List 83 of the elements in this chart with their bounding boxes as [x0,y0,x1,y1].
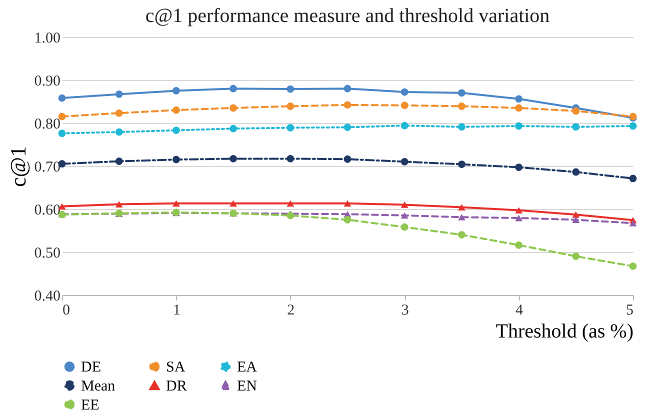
x-tick-label: 0 [62,302,70,318]
point [230,84,238,92]
point [400,158,408,166]
point [515,241,523,249]
point [344,101,352,109]
x-tick-label: 5 [626,302,634,318]
point [629,262,637,270]
point [458,102,466,110]
point [572,107,580,115]
point [400,88,408,96]
point [572,252,580,260]
point [400,122,408,130]
point [515,122,523,130]
point [230,200,238,207]
point [286,200,294,207]
point [458,89,466,97]
legend-label: EE [81,398,100,414]
legend-label: DE [81,360,101,376]
y-tick-label: 0.90 [34,74,60,90]
point [629,220,637,226]
y-axis-title: c@1 [5,146,30,188]
point [458,123,466,131]
y-tick-label: 0.80 [34,116,60,132]
point [515,104,523,112]
point [115,158,123,165]
point [572,123,580,131]
point [58,94,66,102]
legend-label: SA [166,360,186,376]
point [230,124,238,132]
point [58,112,66,120]
legend-label: EA [237,360,258,376]
point [458,231,466,238]
point [572,216,580,223]
point [458,204,466,210]
y-tick-label: 0.40 [34,288,60,304]
legend-label: Mean [81,378,116,394]
point [572,168,580,176]
y-tick-label: 1.00 [34,30,60,46]
point [400,102,408,110]
point [629,174,637,182]
point [115,128,123,136]
point [172,156,180,164]
point [286,85,294,93]
point [515,214,523,222]
point [400,223,408,231]
point [458,214,466,220]
x-tick-label: 4 [516,302,524,318]
x-tick-label: 3 [401,302,409,318]
point [172,87,180,94]
point [286,212,294,220]
point [515,95,523,103]
y-tick-label: 0.60 [34,202,60,218]
point [286,124,294,132]
point [172,126,180,134]
point [515,164,523,171]
point [344,155,352,163]
x-tick-label: 1 [172,302,180,318]
legend-label: EN [237,378,258,394]
point [230,104,238,112]
point [400,201,408,208]
point [629,122,637,130]
point [172,200,180,207]
point [344,124,352,131]
point [572,211,580,218]
x-tick-label: 2 [287,302,295,318]
point [115,201,123,208]
point [458,160,466,168]
point [286,154,294,162]
point [115,109,123,117]
point [400,212,408,219]
point [286,102,294,110]
y-tick-label: 0.50 [34,246,60,262]
point [344,84,352,92]
point [344,216,352,224]
x-axis-title: Threshold (as %) [496,320,634,342]
point [115,90,123,98]
point [172,106,180,114]
point [58,130,66,138]
point [344,200,352,207]
point [230,154,238,162]
point [515,207,523,214]
legend-label: DR [166,378,187,394]
chart-title: c@1 performance measure and threshold variation [145,5,550,27]
